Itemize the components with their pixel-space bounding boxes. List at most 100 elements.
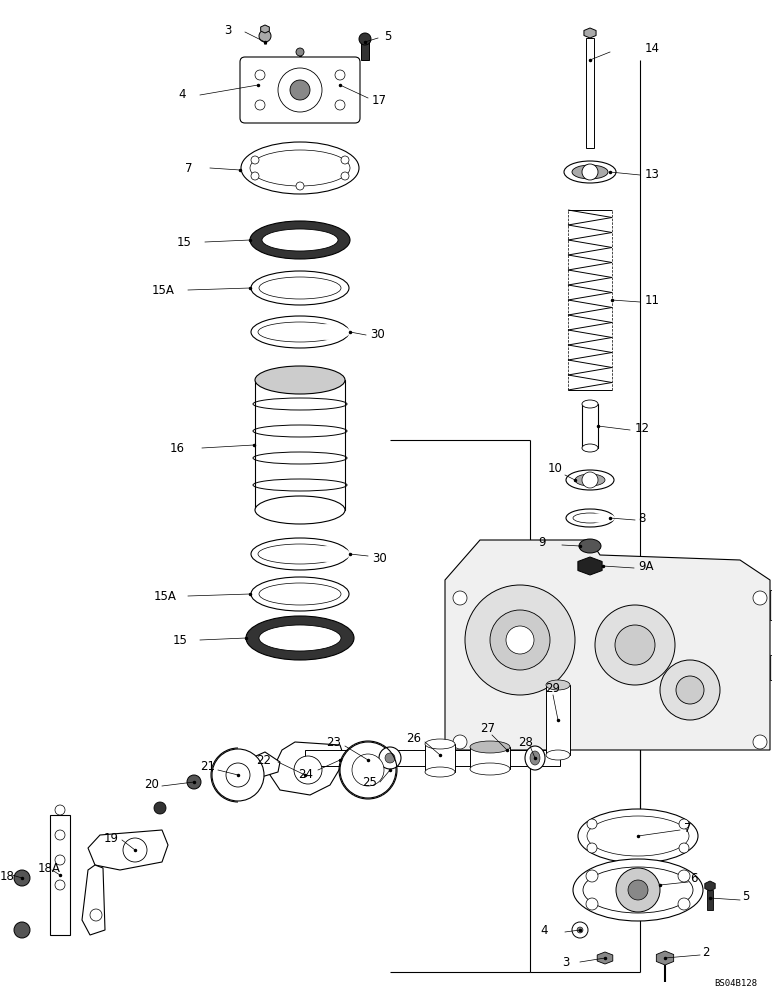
Circle shape (595, 605, 675, 685)
Ellipse shape (582, 444, 598, 452)
Ellipse shape (251, 271, 349, 305)
Ellipse shape (258, 544, 342, 564)
Circle shape (123, 838, 147, 862)
Circle shape (587, 843, 597, 853)
Circle shape (582, 164, 598, 180)
Bar (425, 744, 455, 772)
Circle shape (55, 830, 65, 840)
Circle shape (255, 100, 265, 110)
Circle shape (385, 753, 395, 763)
Ellipse shape (573, 513, 607, 523)
Circle shape (586, 870, 598, 882)
Text: 7: 7 (185, 161, 193, 174)
Text: 27: 27 (480, 722, 495, 734)
Circle shape (187, 775, 201, 789)
Circle shape (587, 819, 597, 829)
Circle shape (255, 70, 265, 80)
Ellipse shape (255, 496, 345, 524)
FancyBboxPatch shape (240, 57, 360, 123)
Ellipse shape (587, 816, 689, 856)
Text: BS04B128: BS04B128 (714, 979, 757, 988)
Text: 15A: 15A (152, 284, 175, 296)
PathPatch shape (445, 540, 770, 750)
Ellipse shape (573, 859, 703, 921)
Circle shape (586, 898, 598, 910)
Text: 4: 4 (178, 89, 186, 102)
Circle shape (679, 819, 689, 829)
Circle shape (290, 80, 310, 100)
Circle shape (453, 591, 467, 605)
Circle shape (226, 763, 250, 787)
Ellipse shape (425, 739, 455, 749)
Ellipse shape (251, 538, 349, 570)
Circle shape (628, 880, 648, 900)
Polygon shape (584, 28, 596, 38)
Ellipse shape (259, 625, 341, 651)
Text: 25: 25 (362, 776, 377, 788)
Circle shape (55, 855, 65, 865)
Circle shape (753, 591, 767, 605)
Ellipse shape (255, 366, 345, 394)
Circle shape (278, 68, 322, 112)
Ellipse shape (251, 577, 349, 611)
Text: 20: 20 (144, 778, 159, 792)
Ellipse shape (258, 322, 342, 342)
Polygon shape (88, 830, 168, 870)
Text: 15: 15 (173, 635, 188, 648)
Polygon shape (248, 752, 280, 778)
Ellipse shape (525, 746, 545, 770)
Circle shape (14, 922, 30, 938)
Text: 10: 10 (548, 462, 563, 475)
Ellipse shape (310, 546, 350, 562)
Circle shape (379, 747, 401, 769)
Circle shape (490, 610, 550, 670)
Bar (470, 747, 510, 769)
Ellipse shape (262, 229, 338, 251)
Text: 3: 3 (225, 23, 232, 36)
Circle shape (335, 70, 345, 80)
Circle shape (296, 48, 304, 56)
Circle shape (251, 156, 259, 164)
Polygon shape (270, 742, 345, 795)
Circle shape (359, 33, 371, 45)
Text: 30: 30 (372, 552, 387, 564)
Circle shape (14, 870, 30, 886)
Ellipse shape (589, 513, 615, 523)
Circle shape (340, 742, 396, 798)
Bar (770, 590, 772, 620)
Circle shape (678, 898, 690, 910)
Text: 18A: 18A (38, 861, 61, 874)
Text: 21: 21 (200, 760, 215, 772)
Circle shape (296, 182, 304, 190)
Ellipse shape (310, 324, 350, 340)
Text: 9A: 9A (638, 560, 654, 572)
Ellipse shape (241, 142, 359, 194)
Ellipse shape (470, 741, 510, 753)
Bar (586, 38, 594, 148)
Text: 9: 9 (539, 536, 546, 550)
Text: 7: 7 (684, 822, 692, 834)
Circle shape (55, 880, 65, 890)
Polygon shape (261, 25, 269, 33)
Text: 3: 3 (563, 956, 570, 968)
Bar (361, 42, 369, 60)
Text: 4: 4 (540, 924, 548, 936)
Ellipse shape (246, 616, 354, 660)
Text: 24: 24 (298, 768, 313, 780)
Circle shape (676, 676, 704, 704)
Circle shape (251, 172, 259, 180)
Ellipse shape (578, 809, 698, 863)
Circle shape (572, 922, 588, 938)
Text: 8: 8 (638, 512, 645, 524)
Text: 19: 19 (104, 832, 119, 844)
Ellipse shape (575, 474, 605, 486)
Bar (770, 655, 772, 680)
Text: 16: 16 (170, 442, 185, 454)
Circle shape (352, 754, 384, 786)
Circle shape (335, 100, 345, 110)
Ellipse shape (583, 867, 693, 913)
Ellipse shape (259, 277, 341, 299)
Polygon shape (82, 865, 105, 935)
Circle shape (615, 625, 655, 665)
Circle shape (259, 30, 271, 42)
